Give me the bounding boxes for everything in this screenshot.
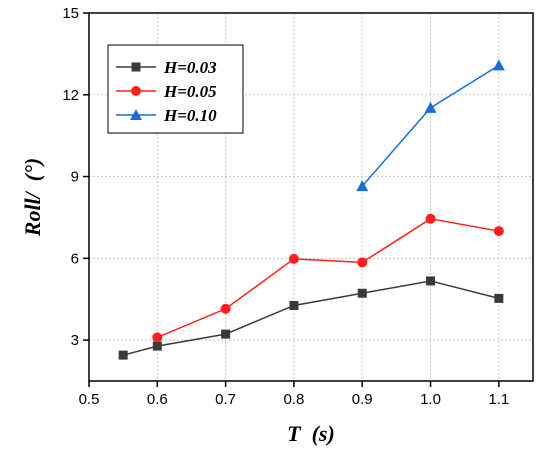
legend-marker — [131, 86, 141, 96]
series-H=0.03 — [118, 276, 504, 360]
series-H=0.10 — [356, 59, 505, 192]
legend-entry: H=0.03 — [116, 58, 217, 77]
data-point — [152, 332, 163, 343]
data-point — [424, 101, 437, 113]
legend-label: H=0.05 — [163, 82, 217, 101]
data-point — [288, 253, 299, 264]
x-tick-label: 0.9 — [352, 391, 373, 408]
data-point — [289, 300, 299, 310]
legend-box — [107, 44, 244, 134]
x-tick-label: 0.7 — [215, 391, 236, 408]
legend-entry: H=0.10 — [116, 106, 217, 125]
data-point — [425, 213, 436, 224]
axis-ticks: 0.5 0.6 0.7 0.8 0.9 1.0 1.1 3 6 9 12 15 — [62, 5, 509, 408]
series-layer — [118, 59, 505, 360]
data-point — [220, 303, 231, 314]
x-tick-label: 1.1 — [488, 391, 509, 408]
y-tick-label: 6 — [71, 250, 79, 267]
data-point — [118, 350, 128, 360]
x-tick-label: 0.6 — [147, 391, 168, 408]
plot-frame — [88, 12, 534, 382]
x-tick-label: 0.5 — [79, 391, 100, 408]
series-line — [122, 280, 500, 356]
legend: H=0.03 H=0.05 H=0.10 — [107, 44, 244, 134]
legend-marker — [130, 109, 142, 120]
y-tick-label: 3 — [71, 332, 79, 349]
x-axis-title: T (s) — [287, 421, 335, 446]
y-tick-label: 15 — [62, 5, 79, 22]
legend-marker — [131, 62, 141, 72]
data-point — [357, 257, 368, 268]
series-line — [157, 218, 499, 339]
y-axis-title: Roll/ (°) — [20, 158, 45, 237]
x-tick-label: 1.0 — [420, 391, 441, 408]
data-point — [494, 293, 504, 303]
data-point — [152, 341, 162, 351]
legend-label: H=0.03 — [163, 58, 217, 77]
legend-label: H=0.10 — [163, 106, 217, 125]
y-tick-label: 12 — [62, 87, 79, 104]
y-tick-label: 9 — [71, 169, 79, 186]
data-point — [357, 288, 367, 298]
data-point — [221, 329, 231, 339]
grid — [88, 12, 533, 381]
legend-entry: H=0.05 — [116, 82, 217, 101]
series-H=0.05 — [152, 213, 504, 343]
data-point — [426, 276, 436, 286]
data-point — [356, 180, 369, 192]
x-tick-label: 0.8 — [283, 391, 304, 408]
data-point — [492, 59, 505, 71]
data-point — [493, 226, 504, 237]
